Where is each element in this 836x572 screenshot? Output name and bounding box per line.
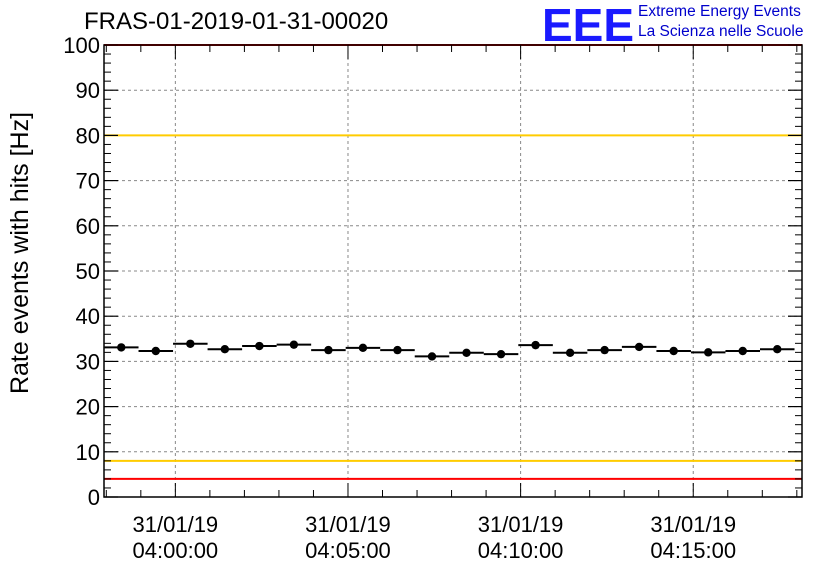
y-tick-label: 30 <box>76 349 100 374</box>
logo-line-2: La Scienza nelle Scuole <box>638 23 804 40</box>
y-tick-label: 40 <box>76 304 100 329</box>
y-tick-label: 50 <box>76 259 100 284</box>
data-point <box>462 348 471 358</box>
x-tick-label-time: 04:05:00 <box>305 538 391 563</box>
data-point <box>669 346 678 356</box>
data-point <box>393 345 402 355</box>
y-tick-label: 20 <box>76 395 100 420</box>
x-tick-label-date: 31/01/19 <box>478 512 564 537</box>
x-tick-label-date: 31/01/19 <box>133 512 219 537</box>
x-tick-label-time: 04:00:00 <box>133 538 219 563</box>
y-tick-label: 10 <box>76 440 100 465</box>
logo-line-1: Extreme Energy Events <box>638 3 801 20</box>
data-point <box>496 349 506 359</box>
data-point <box>427 352 437 361</box>
data-point <box>186 339 195 348</box>
data-point <box>255 341 264 351</box>
x-tick-label-date: 31/01/19 <box>650 512 736 537</box>
y-tick-label: 0 <box>88 485 100 510</box>
data-point <box>704 348 713 357</box>
y-tick-label: 70 <box>76 169 100 194</box>
data-point <box>324 345 333 355</box>
data-point <box>117 343 126 352</box>
data-point <box>151 346 160 356</box>
data-point <box>565 348 575 358</box>
data-point <box>634 342 644 352</box>
y-tick-label: 60 <box>76 214 100 239</box>
data-point <box>773 344 782 354</box>
data-point <box>738 346 747 356</box>
data-point <box>531 340 540 350</box>
y-tick-label: 80 <box>76 123 100 148</box>
x-tick-label-time: 04:15:00 <box>650 538 736 563</box>
x-tick-label-date: 31/01/19 <box>305 512 391 537</box>
data-point <box>289 340 299 349</box>
data-point <box>600 345 609 355</box>
y-axis-label: Rate events with hits [Hz] <box>6 112 34 394</box>
data-point <box>358 343 368 353</box>
y-tick-label: 100 <box>63 33 100 58</box>
eee-logo: EEE <box>542 0 635 51</box>
x-tick-label-time: 04:10:00 <box>478 538 564 563</box>
chart-title: FRAS-01-2019-01-31-00020 <box>84 8 389 35</box>
data-point <box>220 344 230 354</box>
y-tick-label: 90 <box>76 78 100 103</box>
